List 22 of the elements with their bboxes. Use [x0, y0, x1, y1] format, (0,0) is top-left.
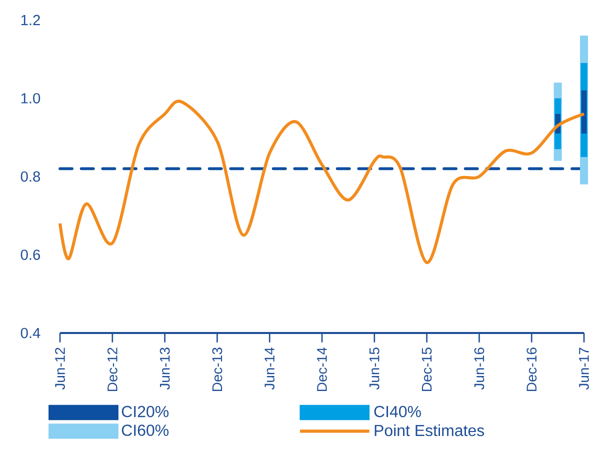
y-tick-label: 0.4 [20, 328, 40, 338]
y-tick-label: 1.2 [21, 14, 40, 26]
x-tick-label: Dec-14 [317, 347, 327, 392]
x-tick-label: Jun-17 [579, 348, 589, 390]
legend-label: CI60% [122, 424, 169, 436]
x-tick-label: Dec-15 [422, 348, 432, 392]
legend-label: CI40% [374, 406, 421, 418]
x-tick-label: Jun-16 [474, 348, 484, 390]
line-series [58, 100, 586, 264]
x-tick-label: Jun-13 [160, 348, 170, 390]
x-tick-label: Jun-14 [264, 347, 274, 390]
y-tick-label: 0.6 [20, 250, 40, 260]
y-tick-label: 0.8 [20, 171, 40, 182]
x-tick-label: Dec-13 [212, 348, 222, 392]
legend-label: Point Estimates [374, 424, 484, 436]
x-tick-label: Dec-12 [107, 348, 118, 392]
x-tick-label: Dec-16 [526, 348, 537, 392]
x-tick-label: Jun-15 [370, 348, 380, 390]
x-tick-label: Jun-12 [55, 348, 65, 390]
bar [581, 90, 587, 134]
y-tick-label: 1.0 [21, 93, 40, 104]
legend-label: CI20% [122, 406, 169, 418]
